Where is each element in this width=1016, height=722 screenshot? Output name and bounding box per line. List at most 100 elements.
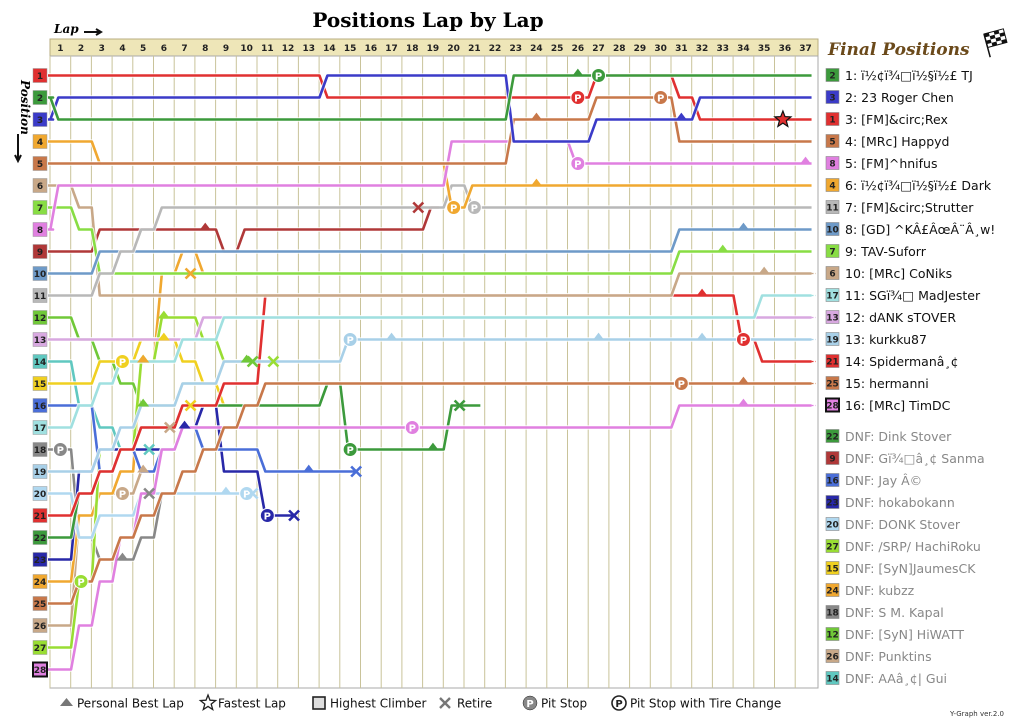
final-start-number: 9 — [829, 455, 835, 465]
pit-stop-letter: P — [77, 578, 84, 589]
y-axis-label: Position — [18, 79, 32, 135]
lap-tick-label: 24 — [530, 44, 543, 54]
final-start-box — [825, 310, 840, 324]
start-position-box — [32, 288, 48, 303]
final-start-box — [825, 68, 840, 82]
final-start-box — [825, 649, 840, 663]
final-position-label: 5: [FM]^hnifus — [845, 156, 938, 171]
final-start-box — [825, 605, 840, 619]
pit-stop-marker — [570, 156, 586, 171]
lap-tick-label: 16 — [365, 44, 378, 54]
start-position-box — [32, 178, 48, 193]
final-positions-panel: Final Positions 2 1: ï½¢ï¾□ï½§ï½£ TJ 3 2: 2… — [825, 28, 1008, 686]
pit-stop-marker — [259, 508, 275, 523]
lap-tick-label: 33 — [716, 44, 729, 54]
start-position-box — [32, 90, 48, 105]
start-position-label: 16 — [34, 402, 47, 412]
dnf-label: DNF: hokabokann — [845, 495, 955, 510]
final-start-number: 10 — [826, 226, 839, 236]
chart-title: Positions Lap by Lap — [312, 8, 543, 32]
final-start-box — [825, 429, 840, 443]
start-position-label: 14 — [34, 358, 47, 368]
final-start-box — [825, 583, 840, 597]
final-start-box — [825, 473, 840, 487]
series-line — [48, 96, 812, 165]
start-position-label: 28 — [34, 666, 47, 676]
legend-label: Pit Stop with Tire Change — [630, 697, 781, 711]
final-position-label: 16: [MRc] TimDC — [845, 398, 951, 413]
start-position-label: 4 — [37, 138, 43, 148]
start-position-box — [32, 442, 48, 457]
start-position-box — [32, 508, 48, 523]
pit-stop-letter: P — [264, 512, 271, 523]
final-start-box — [825, 90, 840, 104]
final-start-number: 18 — [826, 609, 839, 619]
final-position-label: 9: TAV-Suforr — [845, 244, 927, 259]
final-start-box — [825, 495, 840, 509]
final-start-box — [825, 200, 840, 214]
start-position-label: 21 — [34, 512, 47, 522]
start-position-label: 25 — [34, 600, 47, 610]
final-start-box — [825, 539, 840, 553]
final-start-number: 19 — [826, 336, 839, 346]
final-start-box — [825, 332, 840, 346]
final-start-number: 22 — [826, 433, 839, 443]
dnf-label: DNF: DONK Stover — [845, 517, 961, 532]
legend-label: Retire — [457, 697, 492, 711]
final-start-number: 6 — [829, 270, 835, 280]
start-position-box — [32, 376, 48, 391]
series-line — [48, 294, 812, 429]
dnf-label: DNF: [SyN]JaumesCK — [845, 561, 976, 576]
start-position-box — [32, 68, 48, 83]
pit-stop-icon-letter: P — [526, 699, 533, 710]
final-position-label: 10: [MRc] CoNiks — [845, 266, 952, 281]
retire-marker — [267, 355, 280, 368]
lap-tick-label: 35 — [758, 44, 771, 54]
start-position-box — [32, 112, 48, 127]
personal-best-marker — [592, 332, 605, 341]
final-start-number: 24 — [826, 587, 839, 597]
start-position-box — [32, 310, 48, 325]
personal-best-marker — [799, 156, 812, 165]
final-start-box — [825, 451, 840, 465]
lap-tick-label: 27 — [592, 44, 605, 54]
final-start-number: 27 — [826, 543, 839, 553]
personal-best-marker — [302, 464, 315, 473]
start-position-box — [32, 596, 48, 611]
pit-stop-marker — [570, 90, 586, 105]
lap-tick-label: 17 — [385, 44, 398, 54]
dnf-label: DNF: Gï¾□â¸¢ Sanma — [845, 451, 985, 466]
pit-stop-tire-icon-letter: P — [615, 699, 622, 710]
pit-stop-marker — [114, 486, 130, 501]
personal-best-marker — [737, 222, 750, 231]
start-position-label: 1 — [37, 72, 43, 82]
final-position-label: 4: [MRc] Happyd — [845, 134, 949, 149]
retire-marker — [163, 421, 176, 434]
personal-best-marker — [219, 486, 232, 495]
pit-stop-letter: P — [409, 424, 416, 435]
lap-tick-label: 30 — [654, 44, 667, 54]
start-position-label: 22 — [34, 534, 47, 544]
personal-best-marker — [385, 332, 398, 341]
final-start-box — [825, 627, 840, 641]
start-position-box — [32, 354, 48, 369]
version-label: Y-Graph ver.2.0 — [949, 710, 1004, 718]
personal-best-marker — [737, 376, 750, 385]
pit-stop-letter: P — [471, 204, 478, 215]
pit-stop-letter: P — [450, 204, 457, 215]
final-position-label: 11: SGï¾□ MadJester — [845, 288, 981, 303]
start-position-label: 26 — [34, 622, 47, 632]
final-start-box — [825, 517, 840, 531]
final-start-number: 12 — [826, 631, 839, 641]
legend-label: Pit Stop — [541, 697, 587, 711]
start-position-box — [32, 640, 48, 655]
final-positions-title: Final Positions — [827, 40, 970, 60]
start-position-box — [32, 464, 48, 479]
dnf-label: DNF: S M. Kapal — [845, 605, 944, 620]
lap-tick-label: 19 — [427, 44, 440, 54]
start-position-box — [32, 156, 48, 171]
series-lines — [48, 73, 816, 672]
retire-marker — [143, 443, 156, 456]
start-position-box — [32, 420, 48, 435]
fastest-lap-marker — [773, 109, 793, 128]
